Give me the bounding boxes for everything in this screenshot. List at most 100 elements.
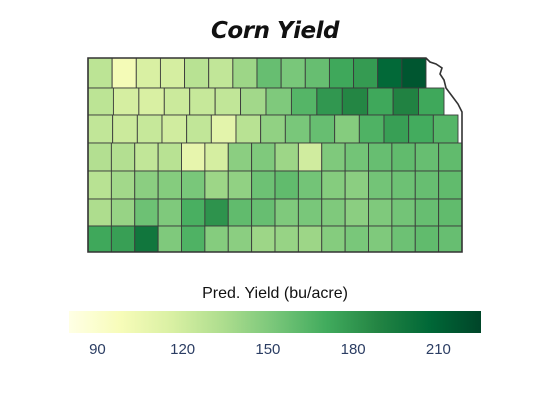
county-cell <box>227 225 253 253</box>
county-cell <box>184 57 210 89</box>
county-cell <box>321 198 346 227</box>
county-cell <box>135 57 161 89</box>
county-cell <box>227 170 253 200</box>
county-cell <box>110 170 136 200</box>
county-cell <box>232 57 258 89</box>
county-cell <box>391 198 416 227</box>
county-cell <box>208 57 234 89</box>
state-outline <box>87 57 463 253</box>
county-cell <box>87 114 114 144</box>
county-cell <box>414 142 440 172</box>
county-cell <box>316 87 343 116</box>
county-cell <box>157 198 182 227</box>
county-cell <box>328 57 355 89</box>
county-cell <box>391 170 416 200</box>
colorbar-tick-label: 210 <box>425 341 451 358</box>
county-cell <box>438 225 463 253</box>
county-cell <box>181 198 206 227</box>
county-cell <box>134 225 159 253</box>
county-cell <box>438 198 463 227</box>
county-cell <box>414 170 440 200</box>
county-cell <box>344 198 369 227</box>
county-cell <box>189 87 216 116</box>
county-cell <box>368 225 393 253</box>
county-cell <box>181 225 206 253</box>
county-cell <box>227 198 253 227</box>
county-cell <box>204 170 229 200</box>
county-cell <box>391 142 416 172</box>
colorbar-gradient <box>69 311 481 333</box>
county-cell <box>87 87 114 116</box>
county-cell <box>297 142 323 172</box>
county-cell <box>321 225 346 253</box>
colorbar-tick-label: 120 <box>170 341 196 358</box>
county-cell <box>438 170 463 200</box>
county-cell <box>134 198 159 227</box>
county-cell <box>344 225 369 253</box>
county-cell <box>87 225 112 253</box>
county-cell <box>297 198 323 227</box>
county-cell <box>157 225 182 253</box>
county-cell <box>297 225 323 253</box>
county-cell <box>284 114 311 144</box>
county-cell <box>438 142 463 172</box>
county-cell <box>274 170 299 200</box>
county-cell <box>344 142 369 172</box>
colorbar-title: Pred. Yield (bu/acre) <box>202 285 348 302</box>
county-cell <box>392 87 420 116</box>
county-cell <box>181 170 206 200</box>
county-cell <box>334 114 360 144</box>
county-cell <box>227 142 253 172</box>
colorbar-tick-label: 180 <box>340 341 366 358</box>
county-cell <box>163 87 191 116</box>
county-cell <box>368 170 393 200</box>
county-cell <box>251 198 276 227</box>
county-cell <box>112 114 138 144</box>
county-cell <box>321 142 346 172</box>
county-cell <box>214 87 242 116</box>
county-cell <box>235 114 262 144</box>
county-cell <box>414 225 440 253</box>
county-cell <box>210 114 237 144</box>
county-cell <box>186 114 212 144</box>
county-cell <box>321 170 346 200</box>
county-cell <box>401 57 427 89</box>
county-cell <box>110 142 136 172</box>
county-cell <box>181 142 206 172</box>
county-cell <box>368 142 393 172</box>
county-cell <box>204 142 229 172</box>
county-cell <box>274 142 299 172</box>
county-cell <box>136 114 163 144</box>
county-cell <box>358 114 385 144</box>
county-cell <box>297 170 323 200</box>
county-cell <box>256 57 282 89</box>
county-cell <box>87 142 112 172</box>
county-cell <box>157 170 182 200</box>
county-cell <box>367 87 394 116</box>
county-cell <box>418 87 445 116</box>
county-cell <box>134 142 159 172</box>
county-cell <box>274 198 299 227</box>
county-cell <box>377 57 403 89</box>
county-cell <box>304 57 330 89</box>
colorbar-tick-label: 90 <box>89 341 106 358</box>
county-cell <box>159 57 186 89</box>
county-cell <box>391 225 416 253</box>
county-cell <box>251 170 276 200</box>
county-cell <box>309 114 336 144</box>
county-cell <box>414 198 440 227</box>
county-cell <box>368 198 393 227</box>
county-cell <box>87 57 113 89</box>
county-cell <box>265 87 292 116</box>
county-cell <box>280 57 306 89</box>
county-cell <box>204 225 229 253</box>
county-cell <box>251 142 276 172</box>
county-cell <box>110 198 136 227</box>
county-cell <box>110 225 136 253</box>
county-cell <box>341 87 369 116</box>
county-cell <box>87 198 112 227</box>
county-cell <box>260 114 286 144</box>
county-cell <box>161 114 188 144</box>
map-title: Corn Yield <box>211 18 339 44</box>
